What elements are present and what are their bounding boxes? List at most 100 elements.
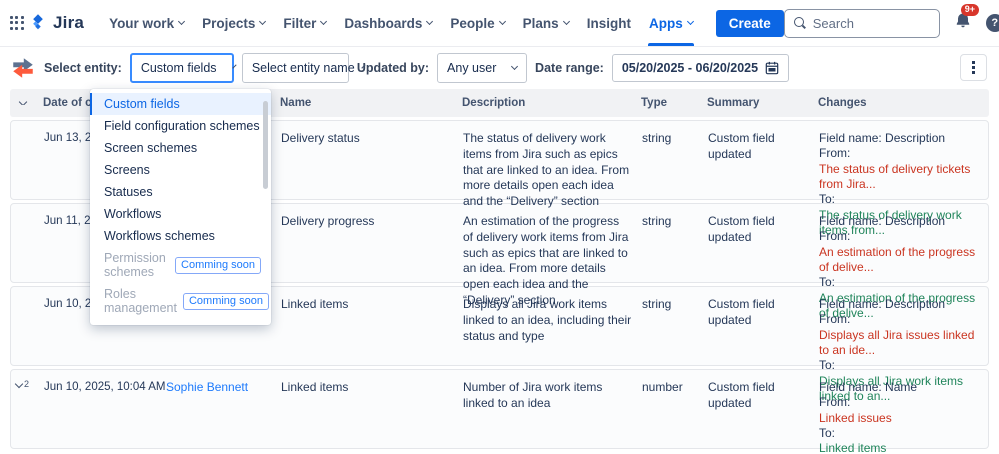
description-cell: An estimation of the progress of deliver… bbox=[463, 214, 629, 308]
search-icon bbox=[793, 17, 806, 29]
grid-icon bbox=[10, 16, 24, 30]
nav-filter[interactable]: Filter bbox=[274, 0, 335, 46]
nav-dashboards[interactable]: Dashboards bbox=[335, 0, 441, 46]
name-cell: Linked items bbox=[281, 297, 349, 311]
updated-by-select[interactable]: Any user bbox=[437, 52, 528, 83]
to-label: To: bbox=[819, 192, 836, 207]
app-switcher-button[interactable] bbox=[10, 9, 24, 37]
collapse-all-button[interactable] bbox=[10, 101, 43, 105]
dropdown-item-screens[interactable]: Screens bbox=[90, 159, 271, 181]
summary-cell: Custom field updated bbox=[708, 131, 775, 161]
nav-label: Insight bbox=[586, 15, 631, 31]
column-header-changes: Changes bbox=[818, 97, 867, 109]
field-name: Field name: Description bbox=[819, 297, 946, 311]
nav-insight[interactable]: Insight bbox=[578, 0, 640, 46]
from-value: Displays all Jira issues linked to an id… bbox=[819, 327, 975, 358]
chevron-down-icon bbox=[14, 379, 24, 389]
column-header-description: Description bbox=[462, 97, 526, 109]
dropdown-item-workflows-schemes[interactable]: Workflows schemes bbox=[90, 225, 271, 247]
chevron-down-icon bbox=[562, 17, 570, 26]
description-cell: Number of Jira work items linked to an i… bbox=[463, 380, 603, 410]
from-label: From: bbox=[819, 395, 851, 410]
changes-table: Date of change Name Description Type Sum… bbox=[10, 89, 989, 454]
column-header-type: Type bbox=[641, 97, 667, 109]
dropdown-item-screen-schemes[interactable]: Screen schemes bbox=[90, 137, 271, 159]
dropdown-item-label: Roles management bbox=[104, 287, 177, 315]
create-button[interactable]: Create bbox=[715, 9, 784, 37]
nav-label: Projects bbox=[202, 15, 256, 31]
type-cell: number bbox=[642, 380, 683, 394]
row-expand-toggle[interactable]: 2 bbox=[11, 379, 44, 454]
type-cell: string bbox=[642, 214, 672, 228]
coming-soon-badge: Comming soon bbox=[182, 292, 269, 310]
description-cell: Displays all Jira work items linked to a… bbox=[463, 297, 632, 343]
from-value: Linked issues bbox=[819, 410, 892, 425]
date-cell: Jun 13, 202 bbox=[44, 132, 105, 144]
chevron-down-icon bbox=[178, 17, 186, 26]
date-cell: Jun 11, 202 bbox=[44, 215, 104, 227]
updated-by-select-value: Any user bbox=[447, 60, 497, 75]
entity-select[interactable]: Custom fields bbox=[129, 52, 237, 83]
coming-soon-badge: Comming soon bbox=[175, 256, 261, 274]
chevron-down-icon bbox=[231, 63, 237, 69]
nav-right-cluster: 9+ ⚙ bbox=[783, 3, 999, 38]
help-icon[interactable] bbox=[985, 14, 999, 32]
nav-projects[interactable]: Projects bbox=[193, 0, 274, 46]
dropdown-item-field-configuration-schemes[interactable]: Field configuration schemes bbox=[90, 115, 271, 137]
to-label: To: bbox=[819, 358, 836, 373]
nav-plans[interactable]: Plans bbox=[514, 0, 578, 46]
field-name: Field name: Name bbox=[819, 380, 918, 394]
dropdown-item-label: Workflows bbox=[104, 207, 162, 221]
dropdown-item-custom-fields[interactable]: Custom fields bbox=[90, 93, 271, 115]
notifications-badge: 9+ bbox=[960, 3, 979, 16]
date-range-button[interactable]: 05/20/2025 - 06/20/2025 bbox=[611, 53, 790, 82]
name-cell: Delivery status bbox=[281, 131, 360, 145]
search-input[interactable] bbox=[812, 15, 930, 31]
notifications-button[interactable]: 9+ bbox=[953, 3, 979, 36]
from-value: An estimation of the progress of delive.… bbox=[819, 244, 976, 275]
filter-bar: Select entity: Custom fields Select enti… bbox=[0, 47, 999, 88]
nav-your-work[interactable]: Your work bbox=[100, 0, 193, 46]
user-cell: Sophie Bennett bbox=[166, 380, 281, 454]
to-label: To: bbox=[819, 426, 836, 441]
summary-cell: Custom field updated bbox=[708, 297, 775, 327]
dropdown-item-statuses[interactable]: Statuses bbox=[90, 181, 271, 203]
description-cell: The status of delivery work items from J… bbox=[463, 131, 630, 209]
expand-count: 2 bbox=[23, 379, 29, 389]
dropdown-item-workflows[interactable]: Workflows bbox=[90, 203, 271, 225]
to-value: Displays all Jira work items linked to a… bbox=[819, 373, 964, 404]
nav-apps[interactable]: Apps bbox=[640, 0, 702, 46]
chevron-down-icon bbox=[498, 17, 506, 26]
to-value: The status of delivery work items from..… bbox=[819, 207, 962, 238]
field-name: Field name: Description bbox=[819, 131, 946, 145]
field-name: Field name: Description bbox=[819, 214, 946, 228]
updated-by-label: Updated by: bbox=[356, 60, 430, 75]
chevron-down-icon bbox=[686, 17, 694, 26]
dropdown-item-label: Custom fields bbox=[104, 97, 180, 111]
to-value: Linked items bbox=[819, 441, 887, 454]
select-entity-label: Select entity: bbox=[44, 60, 122, 75]
dropdown-item-label: Screen schemes bbox=[104, 141, 198, 155]
calendar-icon bbox=[765, 61, 779, 74]
changes-cell: Field name: Name From: Linked issues To:… bbox=[819, 380, 988, 454]
jira-logo[interactable]: Jira bbox=[28, 13, 84, 33]
entity-select-value: Custom fields bbox=[140, 60, 217, 75]
dropdown-item-label: Workflows schemes bbox=[104, 229, 215, 243]
bell-icon bbox=[956, 13, 970, 27]
user-link[interactable]: Sophie Bennett bbox=[166, 380, 249, 394]
changes-cell: Field name: Description From: An estimat… bbox=[819, 214, 988, 322]
date-range-label: Date range: bbox=[535, 60, 604, 75]
type-cell: string bbox=[642, 131, 672, 145]
summary-cell: Custom field updated bbox=[708, 380, 775, 410]
nav-label: Filter bbox=[283, 15, 317, 31]
entity-name-select[interactable]: Select entity name bbox=[241, 52, 366, 83]
changes-cell: Field name: Description From: The status… bbox=[819, 131, 988, 239]
dropdown-scrollbar[interactable] bbox=[263, 101, 268, 189]
nav-people[interactable]: People bbox=[441, 0, 513, 46]
column-header-name: Name bbox=[280, 97, 312, 109]
search-box[interactable] bbox=[783, 8, 940, 38]
kebab-icon bbox=[972, 61, 975, 64]
nav-label: Apps bbox=[648, 15, 683, 31]
more-options-button[interactable] bbox=[960, 54, 987, 81]
chevron-down-icon bbox=[18, 101, 27, 105]
